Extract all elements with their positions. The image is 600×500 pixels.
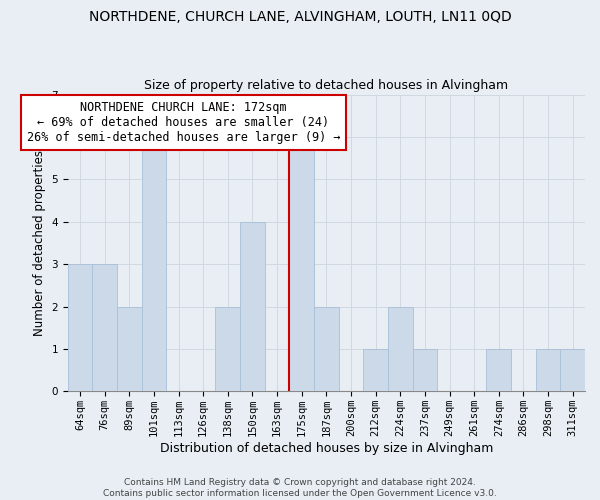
Bar <box>240 222 265 392</box>
Bar <box>215 306 240 392</box>
Y-axis label: Number of detached properties: Number of detached properties <box>33 150 46 336</box>
Text: Contains HM Land Registry data © Crown copyright and database right 2024.
Contai: Contains HM Land Registry data © Crown c… <box>103 478 497 498</box>
Title: Size of property relative to detached houses in Alvingham: Size of property relative to detached ho… <box>144 79 508 92</box>
Bar <box>92 264 117 392</box>
Text: NORTHDENE CHURCH LANE: 172sqm
← 69% of detached houses are smaller (24)
26% of s: NORTHDENE CHURCH LANE: 172sqm ← 69% of d… <box>27 101 340 144</box>
Bar <box>363 349 388 392</box>
Bar <box>314 306 338 392</box>
Bar <box>142 137 166 392</box>
Bar <box>536 349 560 392</box>
Text: NORTHDENE, CHURCH LANE, ALVINGHAM, LOUTH, LN11 0QD: NORTHDENE, CHURCH LANE, ALVINGHAM, LOUTH… <box>89 10 511 24</box>
Bar <box>117 306 142 392</box>
Bar <box>487 349 511 392</box>
Bar <box>560 349 585 392</box>
Bar <box>413 349 437 392</box>
X-axis label: Distribution of detached houses by size in Alvingham: Distribution of detached houses by size … <box>160 442 493 455</box>
Bar <box>68 264 92 392</box>
Bar <box>388 306 413 392</box>
Bar <box>289 137 314 392</box>
